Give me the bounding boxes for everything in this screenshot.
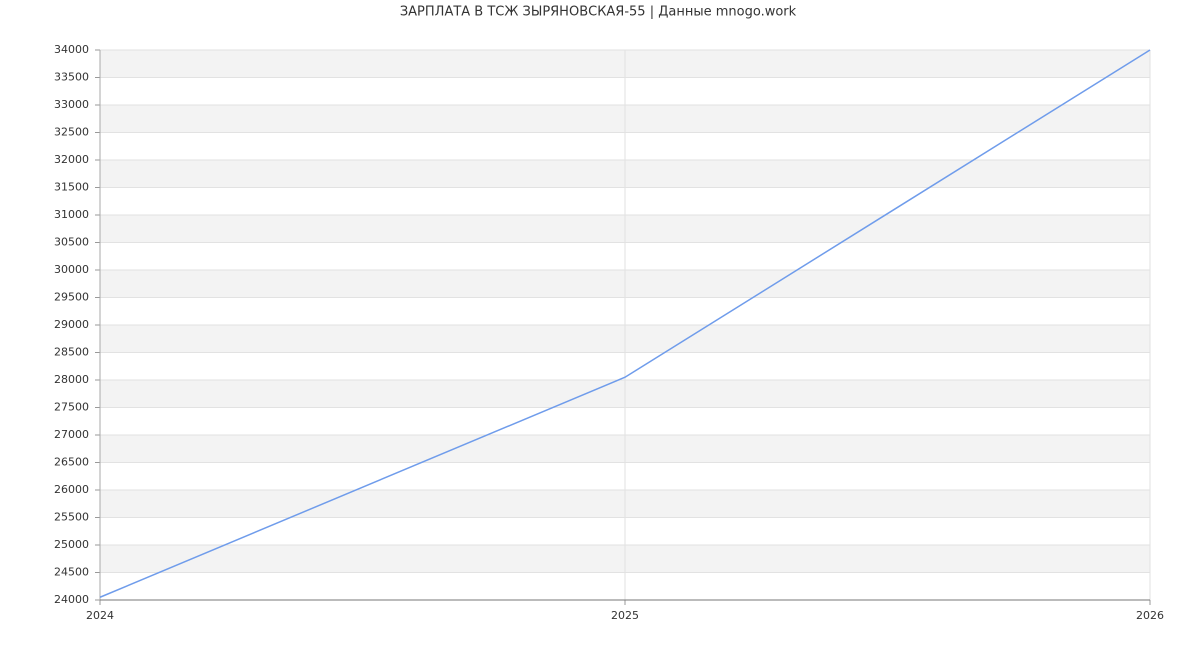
- y-tick-label: 31500: [54, 181, 89, 194]
- y-tick-label: 26500: [54, 456, 89, 469]
- y-tick-label: 25500: [54, 511, 89, 524]
- y-tick-label: 31000: [54, 208, 89, 221]
- y-tick-label: 29000: [54, 318, 89, 331]
- y-tick-label: 28000: [54, 373, 89, 386]
- y-tick-label: 30500: [54, 236, 89, 249]
- x-tick-label: 2025: [611, 609, 639, 622]
- y-tick-label: 29500: [54, 291, 89, 304]
- y-tick-label: 32000: [54, 153, 89, 166]
- y-tick-label: 27500: [54, 401, 89, 414]
- chart-title: ЗАРПЛАТА В ТСЖ ЗЫРЯНОВСКАЯ-55 | Данные m…: [400, 5, 797, 20]
- y-tick-label: 26000: [54, 483, 89, 496]
- y-tick-label: 33500: [54, 71, 89, 84]
- x-tick-label: 2026: [1136, 609, 1164, 622]
- y-tick-label: 28500: [54, 346, 89, 359]
- y-tick-label: 24000: [54, 593, 89, 606]
- y-tick-label: 25000: [54, 538, 89, 551]
- y-tick-label: 27000: [54, 428, 89, 441]
- y-tick-label: 32500: [54, 126, 89, 139]
- line: [99, 49, 1151, 598]
- y-tick-label: 33000: [54, 98, 89, 111]
- y-tick-label: 34000: [54, 43, 89, 56]
- y-tick-label: 24500: [54, 566, 89, 579]
- x-tick-label: 2024: [86, 609, 114, 622]
- y-tick-label: 30000: [54, 263, 89, 276]
